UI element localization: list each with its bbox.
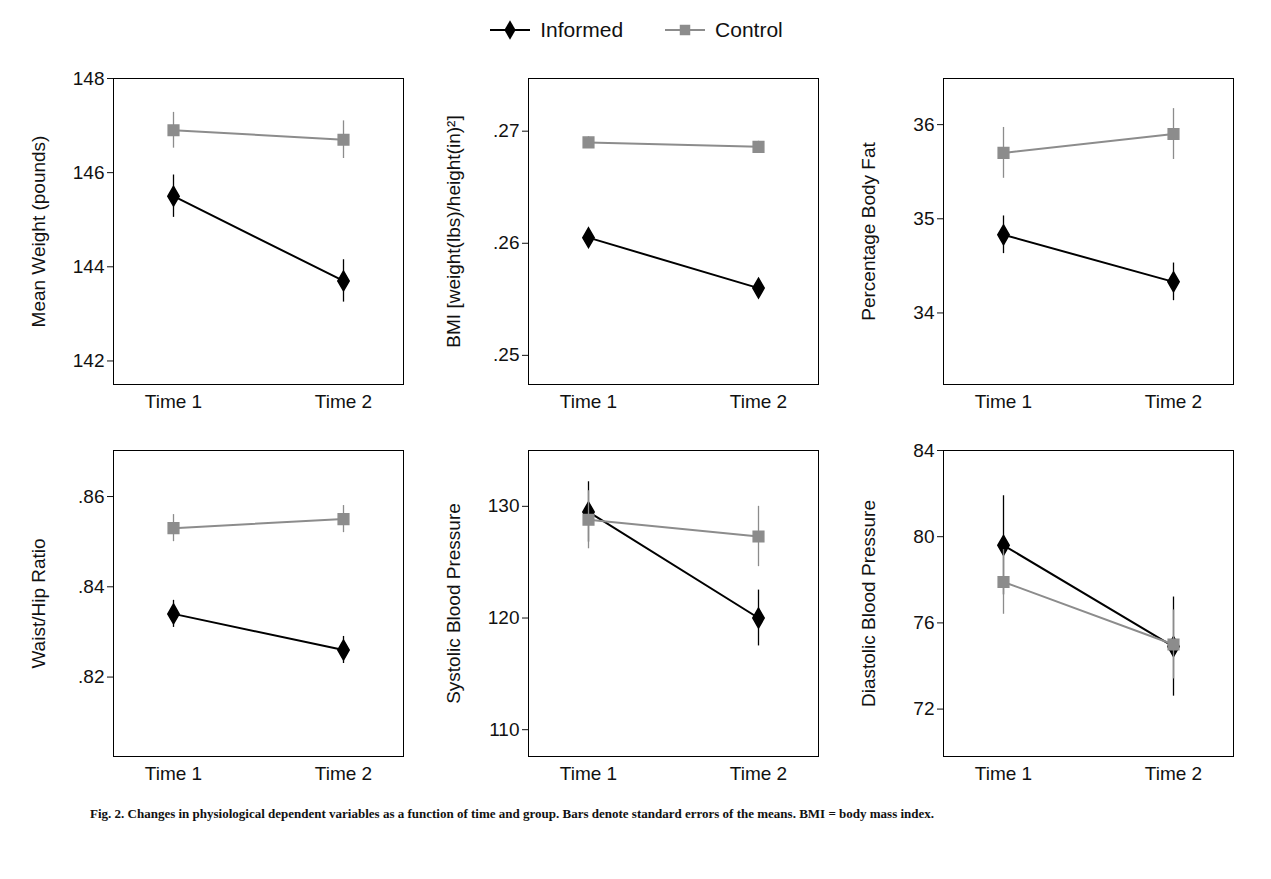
svg-text:Time 1: Time 1 [975,763,1032,784]
svg-text:.27: .27 [493,120,519,141]
svg-text:34: 34 [913,302,935,323]
html-text:Informed: Informed [540,18,624,41]
svg-text:Percentage Body Fat: Percentage Body Fat [858,142,879,321]
svg-text:Mean Weight (pounds): Mean Weight (pounds) [28,136,49,328]
svg-text:148: 148 [73,68,105,89]
svg-text:.25: .25 [493,344,519,365]
svg-text:.86: .86 [78,486,104,507]
svg-text:.26: .26 [493,232,519,253]
svg-text:76: 76 [913,612,934,633]
svg-text:142: 142 [73,350,105,371]
svg-text:.84: .84 [78,576,105,597]
svg-text:Time 2: Time 2 [1145,763,1202,784]
svg-text:.82: .82 [78,666,104,687]
svg-text:Time 2: Time 2 [730,391,787,412]
svg-text:130: 130 [488,495,520,516]
svg-text:72: 72 [913,698,934,719]
svg-text:Waist/Hip Ratio: Waist/Hip Ratio [28,538,49,668]
svg-text:Time 1: Time 1 [975,391,1032,412]
svg-text:36: 36 [913,114,934,135]
svg-text:Time 2: Time 2 [315,763,372,784]
svg-text:80: 80 [913,526,934,547]
svg-text:110: 110 [489,719,519,740]
svg-text:35: 35 [913,208,934,229]
svg-text:146: 146 [73,162,105,183]
svg-text:Time 2: Time 2 [730,763,787,784]
svg-text:Time 1: Time 1 [560,391,617,412]
svg-text:Time 2: Time 2 [1145,391,1202,412]
svg-text:Systolic Blood Pressure: Systolic Blood Pressure [443,503,464,704]
svg-text:Time 2: Time 2 [315,391,372,412]
svg-text:Diastolic Blood Pressure: Diastolic Blood Pressure [858,500,879,707]
svg-text:84: 84 [913,440,935,461]
svg-text:BMI [weight(lbs)/height(in)²]: BMI [weight(lbs)/height(in)²] [443,115,464,347]
svg-text:Time 1: Time 1 [145,763,202,784]
svg-text:144: 144 [73,256,105,277]
html-text:Control: Control [715,18,783,41]
svg-text:Time 1: Time 1 [145,391,202,412]
svg-text:Time 1: Time 1 [560,763,617,784]
svg-text:120: 120 [488,607,520,628]
html-text:Fig. 2. Changes in physiologic: Fig. 2. Changes in physiological depende… [90,806,935,821]
